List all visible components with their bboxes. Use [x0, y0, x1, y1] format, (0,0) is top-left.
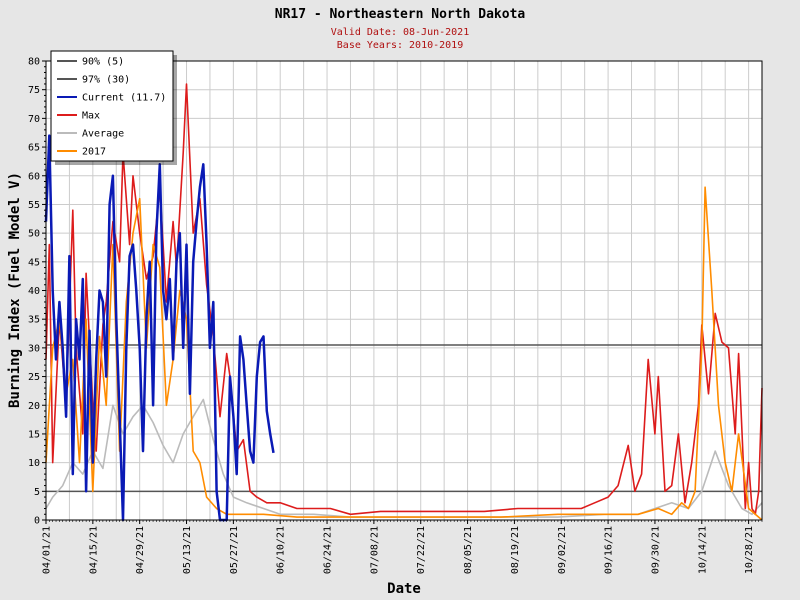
y-tick-label: 35 [28, 315, 40, 326]
y-tick-label: 75 [28, 85, 40, 96]
reference-lines [46, 344, 762, 493]
x-tick-label: 09/16/21 [604, 526, 615, 574]
x-tick-label: 09/30/21 [650, 526, 661, 574]
x-tick-label: 05/13/21 [182, 526, 193, 574]
x-tick-label: 04/29/21 [135, 526, 146, 574]
base-years-subtitle: Base Years: 2010-2019 [336, 40, 464, 51]
x-tick-label: 10/14/21 [697, 526, 708, 574]
legend-entry-label: 2017 [82, 147, 106, 158]
x-tick-label: 09/02/21 [557, 526, 568, 574]
x-tick-label: 07/22/21 [416, 526, 427, 574]
y-tick-label: 65 [28, 143, 40, 154]
y-tick-label: 45 [28, 257, 40, 268]
legend-entry-label: Average [82, 129, 124, 140]
chart-title: NR17 - Northeastern North Dakota [274, 7, 526, 22]
legend-entry-label: Current (11.7) [82, 93, 166, 104]
y-tick-label: 55 [28, 200, 40, 211]
y-tick-label: 30 [28, 343, 40, 354]
y-tick-label: 50 [28, 229, 40, 240]
y-axis-ticks: 0 5 10 15 20 25 30 35 40 45 50 55 60 65 70 75 80 [28, 57, 46, 527]
valid-date-subtitle: Valid Date: 08-Jun-2021 [330, 27, 470, 38]
y-tick-label: 20 [28, 401, 40, 412]
y-tick-label: 60 [28, 171, 40, 182]
y-tick-label: 80 [28, 57, 40, 68]
y-axis-label: Burning Index (Fuel Model V) [7, 172, 23, 408]
legend-entry-label: 97% (30) [82, 75, 130, 86]
x-tick-label: 06/24/21 [323, 526, 334, 574]
x-tick-label: 08/19/21 [510, 526, 521, 574]
y-tick-label: 15 [28, 429, 40, 440]
y-tick-label: 10 [28, 458, 40, 469]
x-tick-label: 04/01/21 [42, 526, 53, 574]
series-line [44, 134, 275, 522]
x-axis-label: Date [387, 581, 421, 597]
y-tick-label: 70 [28, 114, 40, 125]
x-tick-label: 04/15/21 [88, 526, 99, 574]
y-tick-label: 40 [28, 286, 40, 297]
legend-entry-label: Max [82, 111, 100, 122]
x-tick-label: 05/27/21 [229, 526, 240, 574]
y-tick-label: 25 [28, 372, 40, 383]
legend-box [50, 50, 174, 162]
x-axis-ticks: 04/01/21 04/15/21 04/29/21 05/13/21 05/27/21… [42, 520, 763, 574]
x-tick-label: 07/08/21 [369, 526, 380, 574]
x-tick-label: 06/10/21 [276, 526, 287, 574]
series-layer [44, 83, 763, 522]
y-tick-label: 5 [34, 487, 40, 498]
series-line [45, 186, 763, 521]
legend: 90% (5) 97% (30) Current (11.7) Max Average 2… [50, 50, 177, 165]
y-tick-label: 0 [34, 516, 40, 527]
legend-entry-label: 90% (5) [82, 57, 124, 68]
x-tick-label: 08/05/21 [463, 526, 474, 574]
x-tick-label: 10/28/21 [744, 526, 755, 574]
